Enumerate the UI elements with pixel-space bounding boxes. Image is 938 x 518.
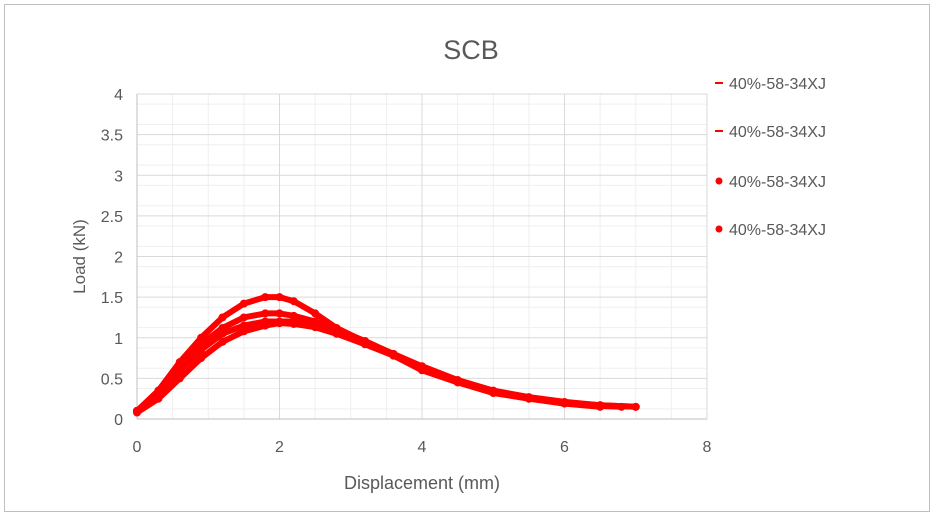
data-point: [197, 354, 206, 363]
data-point: [218, 313, 227, 322]
data-point: [275, 319, 284, 328]
data-point: [311, 309, 320, 318]
y-tick-label: 3: [114, 168, 123, 185]
y-tick-label: 1: [114, 331, 123, 348]
data-point: [218, 337, 227, 346]
y-tick-label: 0: [114, 412, 123, 429]
legend-item: 40%-58-34XJ: [729, 174, 826, 191]
data-point: [617, 402, 626, 411]
legend-marker: [715, 225, 723, 233]
data-point: [418, 363, 426, 371]
chart-svg: 0 2 4 6 8 0 0.5 1 1.5 2 2.5 3 3.5 4 SCB Displacement (m…: [70, 35, 826, 493]
x-tick-label: 4: [418, 439, 427, 456]
y-tick-label: 3.5: [101, 128, 123, 145]
data-point: [289, 311, 298, 320]
y-tick-label: 2.5: [101, 209, 123, 226]
legend-item: 40%-58-34XJ: [729, 222, 826, 239]
data-point: [239, 313, 248, 322]
data-point: [175, 374, 184, 383]
y-tick-label: 4: [114, 87, 123, 104]
data-point: [453, 376, 462, 385]
y-tick-label: 2: [114, 250, 123, 267]
data-point: [275, 309, 284, 318]
data-point: [261, 321, 270, 330]
x-tick-label: 8: [703, 439, 712, 456]
data-point: [197, 340, 206, 349]
data-point: [361, 337, 369, 345]
x-axis-label: Displacement (mm): [344, 473, 500, 493]
y-axis-label: Load (kN): [70, 219, 89, 294]
data-point: [289, 297, 298, 306]
x-tick-label: 2: [275, 439, 284, 456]
series-line: [134, 310, 625, 414]
data-point: [389, 350, 398, 358]
data-point: [154, 389, 163, 397]
data-point: [311, 317, 320, 326]
data-point: [239, 327, 248, 336]
data-point: [489, 387, 498, 396]
chart-title: SCB: [443, 35, 499, 65]
data-point: [239, 299, 248, 308]
data-point: [175, 362, 184, 371]
data-point: [289, 319, 298, 328]
y-tick-label: 0.5: [101, 371, 123, 388]
data-point: [332, 325, 341, 334]
data-point: [275, 293, 284, 302]
data-point: [596, 402, 605, 410]
data-point: [631, 402, 640, 411]
data-point: [560, 398, 569, 407]
data-point: [261, 309, 270, 318]
data-point: [524, 393, 533, 402]
data-point: [218, 324, 227, 332]
chart-frame: 0 2 4 6 8 0 0.5 1 1.5 2 2.5 3 3.5 4 SCB Displacement (m…: [4, 4, 930, 512]
y-tick-label: 1.5: [101, 290, 123, 307]
legend-marker: [715, 177, 723, 185]
data-point: [239, 321, 248, 330]
x-tick-label: 6: [560, 439, 569, 456]
legend-item: 40%-58-34XJ: [729, 124, 826, 141]
data-point: [261, 293, 270, 302]
legend-item: 40%-58-34XJ: [729, 76, 826, 93]
x-tick-label: 0: [133, 439, 142, 456]
data-point: [133, 406, 141, 415]
